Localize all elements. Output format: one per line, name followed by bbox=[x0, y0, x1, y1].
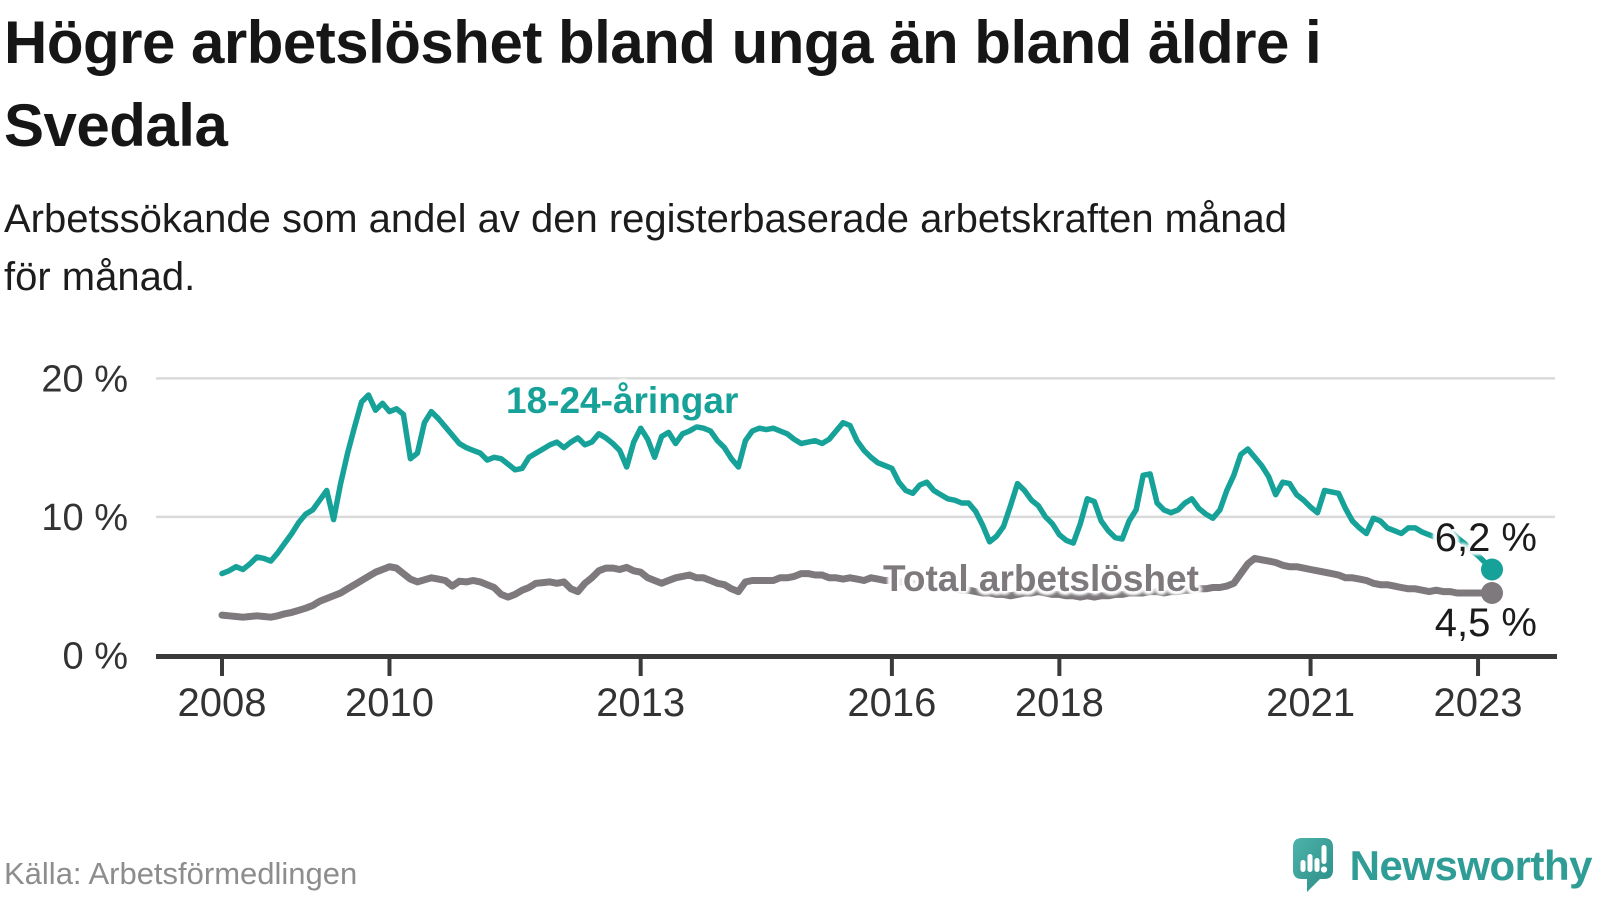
end-value-young: 6,2 % bbox=[1434, 516, 1537, 560]
x-axis-tick-label: 2013 bbox=[596, 681, 685, 725]
x-axis-tick-label: 2018 bbox=[1015, 681, 1104, 725]
newsworthy-logo-text: Newsworthy bbox=[1349, 842, 1593, 889]
page-title: Högre arbetslöshet bland unga än bland ä… bbox=[4, 9, 1322, 159]
series-end-dot-1 bbox=[1481, 582, 1503, 604]
x-axis-tick-label: 2023 bbox=[1434, 681, 1523, 725]
end-value-total: 4,5 % bbox=[1434, 601, 1537, 645]
series-line-0 bbox=[219, 392, 1495, 577]
series-line-1 bbox=[218, 554, 1496, 621]
newsworthy-logo-icon bbox=[1292, 838, 1333, 892]
x-axis-tick-label: 2016 bbox=[847, 681, 936, 725]
chart-header: Högre arbetslöshet bland unga än bland ä… bbox=[4, 0, 1564, 306]
y-axis-tick-label: 20 % bbox=[41, 358, 128, 400]
x-axis-tick-label: 2010 bbox=[345, 681, 434, 725]
page-subtitle: Arbetssökande som andel av den registerb… bbox=[4, 196, 1287, 299]
x-axis-tick-label: 2008 bbox=[178, 681, 267, 725]
source-note: Källa: Arbetsförmedlingen bbox=[4, 856, 358, 891]
series-label-total: Total arbetslöshet bbox=[883, 558, 1199, 599]
series-end-dot-0 bbox=[1481, 558, 1503, 581]
y-axis-tick-label: 0 % bbox=[63, 635, 128, 677]
x-axis-tick-label: 2021 bbox=[1266, 681, 1355, 725]
newsworthy-logo: Newsworthy bbox=[1292, 838, 1593, 894]
y-axis-tick-label: 10 % bbox=[41, 497, 128, 539]
series-label-young: 18-24-åringar bbox=[506, 380, 739, 421]
